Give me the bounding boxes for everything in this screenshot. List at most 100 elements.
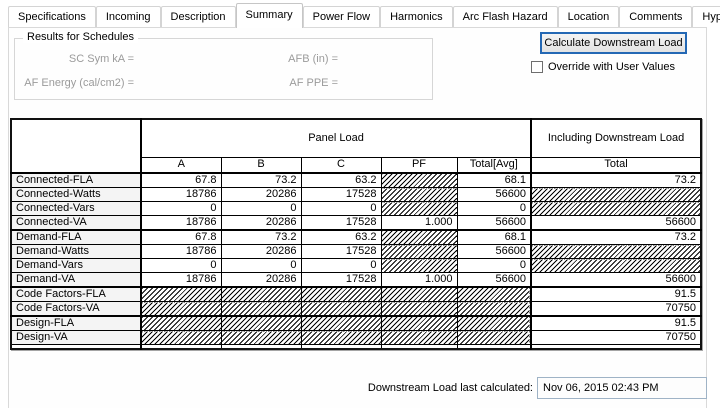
tab-description[interactable]: Description: [161, 6, 236, 27]
value-cell: 73.2: [531, 173, 701, 188]
value-cell: 17528: [301, 188, 381, 202]
value-cell: 18786: [141, 245, 221, 259]
row-label-connected-va: Connected-VA: [11, 216, 141, 231]
na-cell: [457, 287, 531, 302]
value-cell: 56600: [457, 273, 531, 288]
column-header-total: Total: [531, 157, 701, 173]
value-cell: 17528: [301, 273, 381, 288]
tab-comments[interactable]: Comments: [619, 6, 692, 27]
na-cell: [301, 331, 381, 345]
na-cell: [381, 316, 457, 331]
tab-incoming[interactable]: Incoming: [96, 6, 161, 27]
row-label-design-fla: Design-FLA: [11, 316, 141, 331]
na-cell: [221, 287, 301, 302]
value-cell: 56600: [457, 188, 531, 202]
tab-location[interactable]: Location: [558, 6, 620, 27]
last-calculated-value: Nov 06, 2015 02:43 PM: [537, 377, 707, 399]
value-cell: 70750: [531, 302, 701, 317]
table-filler-row: [11, 345, 701, 349]
value-cell: 20286: [221, 188, 301, 202]
value-cell: 73.2: [531, 230, 701, 245]
column-header-b: B: [221, 157, 301, 173]
value-cell: 63.2: [301, 173, 381, 188]
table-row: Code Factors-VA 70750: [11, 302, 701, 317]
table-corner-cell: [11, 119, 141, 173]
tab-hyperlinks[interactable]: Hyperlinks: [692, 6, 720, 27]
table-row: Connected-FLA67.873.263.268.173.2: [11, 173, 701, 188]
value-cell: 56600: [531, 273, 701, 288]
na-cell: [141, 331, 221, 345]
table-row: Connected-Vars0000: [11, 202, 701, 216]
row-label-code-factors-va: Code Factors-VA: [11, 302, 141, 317]
value-cell: 18786: [141, 216, 221, 231]
table-row: Connected-Watts18786202861752856600: [11, 188, 701, 202]
checkbox-label: Override with User Values: [548, 61, 675, 73]
na-cell: [301, 287, 381, 302]
row-label-design-va: Design-VA: [11, 331, 141, 345]
value-cell: 1.000: [381, 216, 457, 231]
value-cell: 91.5: [531, 287, 701, 302]
na-cell: [141, 287, 221, 302]
row-label-demand-fla: Demand-FLA: [11, 230, 141, 245]
summary-tab-page: SpecificationsIncomingDescriptionSummary…: [0, 0, 720, 408]
row-label-demand-vars: Demand-Vars: [11, 259, 141, 273]
na-cell: [381, 331, 457, 345]
tab-power-flow[interactable]: Power Flow: [303, 6, 380, 27]
table-row: Connected-VA1878620286175281.00056600566…: [11, 216, 701, 231]
override-with-user-values-checkbox[interactable]: Override with User Values: [531, 61, 675, 73]
tab-harmonics[interactable]: Harmonics: [380, 6, 453, 27]
value-cell: 20286: [221, 216, 301, 231]
table-row: Demand-Watts18786202861752856600: [11, 245, 701, 259]
na-cell: [381, 188, 457, 202]
column-header-total-avg: Total[Avg]: [457, 157, 531, 173]
na-cell: [457, 331, 531, 345]
value-cell: 17528: [301, 216, 381, 231]
load-table: Panel LoadIncluding Downstream LoadABCPF…: [10, 118, 702, 350]
value-cell: 63.2: [301, 230, 381, 245]
filler-cell: [381, 345, 457, 349]
tab-summary[interactable]: Summary: [236, 3, 303, 28]
result-field-label-sc-sym-ka: SC Sym kA =: [15, 53, 134, 65]
row-label-connected-watts: Connected-Watts: [11, 188, 141, 202]
table-row: Design-VA 70750: [11, 331, 701, 345]
group-title: Results for Schedules: [23, 31, 138, 43]
value-cell: 56600: [531, 216, 701, 231]
checkbox-box-icon[interactable]: [531, 61, 543, 73]
calculate-downstream-load-button[interactable]: Calculate Downstream Load: [540, 32, 687, 54]
load-summary-table: Panel LoadIncluding Downstream LoadABCPF…: [10, 118, 702, 350]
value-cell: 20286: [221, 245, 301, 259]
results-for-schedules-group: Results for Schedules SC Sym kA =AFB (in…: [14, 38, 433, 100]
na-cell: [381, 302, 457, 317]
tab-bar: SpecificationsIncomingDescriptionSummary…: [8, 3, 720, 27]
na-cell: [381, 287, 457, 302]
result-field-label-af-energy-cal-cm2: AF Energy (cal/cm2) =: [15, 77, 134, 89]
filler-cell: [531, 345, 701, 349]
value-cell: 56600: [457, 216, 531, 231]
table-row: Demand-FLA67.873.263.268.173.2: [11, 230, 701, 245]
filler-cell: [301, 345, 381, 349]
na-cell: [221, 331, 301, 345]
value-cell: 70750: [531, 331, 701, 345]
na-cell: [141, 316, 221, 331]
filler-cell: [11, 345, 141, 349]
value-cell: 0: [221, 259, 301, 273]
na-cell: [531, 188, 701, 202]
value-cell: 91.5: [531, 316, 701, 331]
na-cell: [457, 316, 531, 331]
row-label-demand-va: Demand-VA: [11, 273, 141, 288]
tab-arc-flash-hazard[interactable]: Arc Flash Hazard: [453, 6, 558, 27]
na-cell: [301, 302, 381, 317]
value-cell: 18786: [141, 273, 221, 288]
tab-specifications[interactable]: Specifications: [8, 6, 96, 27]
na-cell: [381, 173, 457, 188]
value-cell: 56600: [457, 245, 531, 259]
na-cell: [457, 302, 531, 317]
na-cell: [531, 245, 701, 259]
na-cell: [381, 245, 457, 259]
column-header-a: A: [141, 157, 221, 173]
na-cell: [221, 316, 301, 331]
panel-load-header: Panel Load: [141, 119, 531, 157]
na-cell: [531, 259, 701, 273]
row-label-code-factors-fla: Code Factors-FLA: [11, 287, 141, 302]
column-header-pf: PF: [381, 157, 457, 173]
